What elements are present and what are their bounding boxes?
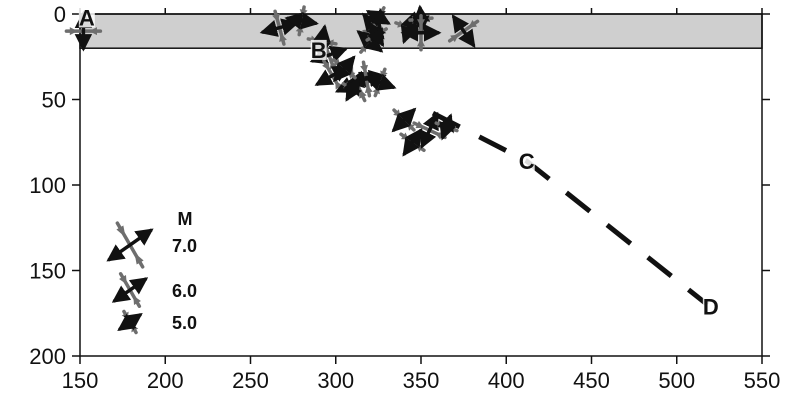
- x-tick-label: 550: [744, 368, 781, 393]
- t-axis: [365, 8, 391, 27]
- legend: M 7.0 6.0 5.0: [106, 209, 197, 335]
- events-layer: [64, 4, 480, 157]
- legend-t-axis: [111, 277, 149, 303]
- t-axis: [363, 74, 397, 91]
- event-mechanism: [391, 107, 417, 133]
- event-mechanism: [399, 127, 426, 157]
- event-mechanism: [447, 14, 480, 48]
- p-axis-arrowhead: [417, 19, 425, 27]
- x-tick-label: 350: [403, 368, 440, 393]
- point-label-d: D: [702, 294, 719, 319]
- event-mechanism: [341, 76, 365, 102]
- x-tick-label: 400: [488, 368, 525, 393]
- point-label-text: B: [311, 38, 327, 63]
- y-tick-label: 50: [42, 88, 66, 113]
- x-tick-label: 150: [62, 368, 99, 393]
- legend-entry: 5.0: [117, 309, 197, 335]
- y-tick-label: 0: [54, 2, 66, 27]
- x-tick-label: 300: [317, 368, 354, 393]
- y-tick-label: 150: [29, 259, 66, 284]
- legend-label: 5.0: [172, 313, 197, 333]
- event-mechanism: [331, 55, 357, 83]
- legend-t-axis: [106, 228, 154, 262]
- p-axis-arrowhead: [89, 27, 98, 36]
- point-label-bg: [78, 7, 95, 28]
- t-axis: [391, 107, 417, 133]
- point-label-a: A: [78, 5, 95, 30]
- point-label-text: D: [703, 294, 719, 319]
- profile-line-layer: [431, 110, 709, 307]
- legend-label: 6.0: [172, 281, 197, 301]
- t-axis: [420, 111, 439, 149]
- t-axis: [284, 12, 319, 30]
- t-axis: [367, 21, 386, 48]
- legend-entry: 7.0: [106, 221, 197, 269]
- x-tick-label: 250: [232, 368, 269, 393]
- point-label-bg: [702, 296, 719, 317]
- x-tick-label: 200: [147, 368, 184, 393]
- point-label-text: C: [519, 149, 535, 174]
- x-tick-label: 500: [658, 368, 695, 393]
- profile-line: [431, 110, 709, 307]
- x-tick-label: 450: [573, 368, 610, 393]
- legend-label: 7.0: [172, 236, 197, 256]
- legend-t-axis: [117, 313, 143, 331]
- point-labels-layer: A B C D: [78, 5, 719, 319]
- t-axis: [451, 14, 476, 48]
- point-label-bg: [310, 39, 327, 60]
- legend-entry: 6.0: [111, 272, 197, 308]
- y-tick-label: 100: [29, 173, 66, 198]
- event-mechanism: [284, 5, 319, 37]
- event-mechanism: [363, 67, 397, 98]
- legend-title: M: [178, 209, 193, 229]
- point-label-c: C: [518, 149, 535, 174]
- point-label-text: A: [79, 5, 95, 30]
- event-mechanism: [365, 21, 388, 48]
- point-label-b: B: [310, 38, 327, 63]
- event-mechanism: [434, 113, 459, 141]
- t-axis: [343, 76, 362, 102]
- p-axis-arrowhead: [417, 38, 425, 47]
- point-label-bg: [518, 151, 535, 172]
- p-axis-arrowhead: [69, 27, 78, 36]
- t-axis: [333, 55, 356, 83]
- plot-frame: [79, 13, 763, 357]
- event-mechanism: [400, 14, 442, 52]
- t-axis: [402, 127, 423, 157]
- y-tick-label: 200: [29, 344, 66, 369]
- t-axis: [437, 113, 456, 141]
